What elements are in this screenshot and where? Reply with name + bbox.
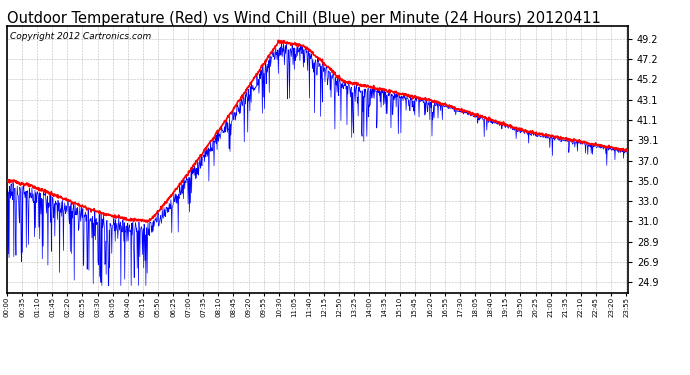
Text: Outdoor Temperature (Red) vs Wind Chill (Blue) per Minute (24 Hours) 20120411: Outdoor Temperature (Red) vs Wind Chill …	[7, 11, 601, 26]
Text: Copyright 2012 Cartronics.com: Copyright 2012 Cartronics.com	[10, 32, 151, 40]
